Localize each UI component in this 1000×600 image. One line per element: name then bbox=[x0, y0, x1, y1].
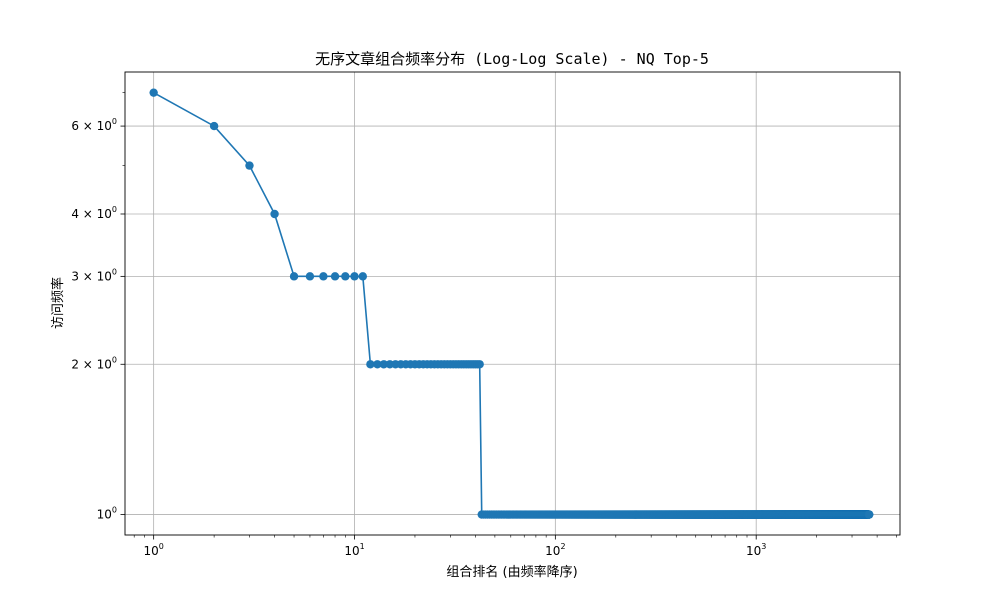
data-point bbox=[864, 510, 874, 519]
y-tick-label: 4 × 100 bbox=[71, 205, 117, 221]
y-axis-label: 访问频率 bbox=[50, 277, 66, 329]
series-markers bbox=[149, 88, 874, 519]
plot-area bbox=[125, 72, 900, 535]
data-point bbox=[289, 272, 299, 281]
x-tick-label: 102 bbox=[545, 542, 565, 558]
x-axis-ticks: 100 101 102 103 bbox=[133, 535, 897, 558]
x-axis-label: 组合排名 (由频率降序) bbox=[446, 564, 577, 580]
plot-frame bbox=[124, 71, 901, 536]
data-point bbox=[319, 272, 328, 281]
x-tick-label: 101 bbox=[344, 542, 364, 558]
data-point bbox=[305, 272, 315, 281]
data-point bbox=[475, 360, 484, 369]
data-series bbox=[149, 88, 874, 519]
data-point bbox=[149, 88, 158, 97]
data-point bbox=[341, 272, 350, 281]
x-tick-label: 100 bbox=[143, 542, 163, 558]
data-point bbox=[330, 272, 340, 281]
y-tick-label: 2 × 100 bbox=[71, 355, 117, 371]
y-tick-label: 3 × 100 bbox=[71, 267, 117, 283]
data-point bbox=[358, 272, 368, 281]
data-point bbox=[350, 272, 359, 281]
x-tick-label: 103 bbox=[746, 542, 766, 558]
y-tick-label: 6 × 100 bbox=[71, 117, 117, 133]
data-point bbox=[379, 360, 389, 369]
data-point bbox=[209, 121, 219, 131]
chart-title: 无序文章组合频率分布 (Log-Log Scale) - NQ Top-5 bbox=[315, 50, 709, 68]
data-point bbox=[366, 360, 375, 369]
data-point bbox=[245, 161, 254, 170]
gridlines bbox=[125, 72, 900, 535]
data-point bbox=[373, 360, 382, 369]
data-point bbox=[270, 209, 279, 219]
